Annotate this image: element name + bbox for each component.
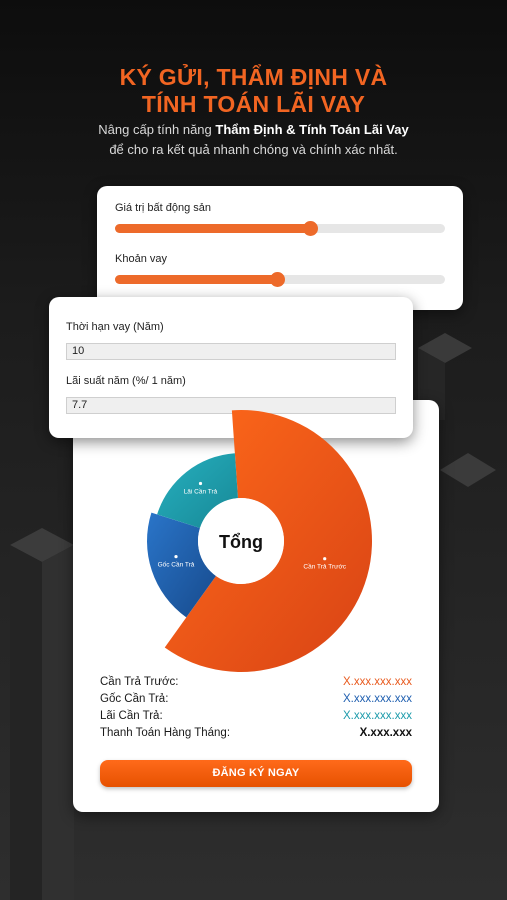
summary-label-down-payment: Cần Trả Trước:: [100, 676, 179, 688]
summary-value-down-payment: X.xxx.xxx.xxx: [342, 676, 412, 688]
slice-label: Lãi Cần Trả: [184, 487, 218, 496]
property-value-slider-fill: [115, 224, 310, 233]
slice-label: Cần Trả Trước: [303, 562, 346, 571]
interest-rate-label: Lãi suất năm (%/ 1 năm): [66, 375, 186, 387]
property-value-slider[interactable]: [115, 221, 445, 236]
subtitle-prefix: Nâng cấp tính năng: [98, 122, 216, 137]
register-now-button[interactable]: ĐĂNG KÝ NGAY: [100, 760, 412, 787]
loan-term-label: Thời hạn vay (Năm): [66, 321, 164, 333]
property-value-label: Giá trị bất động sản: [115, 202, 212, 214]
subtitle-highlight: Thẩm Định & Tính Toán Lãi Vay: [215, 122, 409, 137]
slice-marker-dot: [174, 555, 178, 559]
slice-interest: [157, 453, 239, 528]
sliders-card: Giá trị bất động sản Khoản vay: [97, 186, 463, 310]
loan-amount-slider-thumb[interactable]: [269, 272, 285, 287]
subtitle-line-2: để cho ra kết quả nhanh chóng và chính x…: [109, 142, 398, 157]
slice-down-payment: [164, 410, 373, 672]
summary-value-interest: X.xxx.xxx.xxx: [342, 710, 412, 722]
page-headline: KÝ GỬI, THẨM ĐỊNH VÀ TÍNH TOÁN LÃI VAY: [0, 64, 507, 118]
summary-label-principal: Gốc Cần Trả:: [100, 693, 169, 705]
result-card: Cần Trả Trước: X.xxx.xxx.xxx Gốc Cần Trả…: [73, 400, 439, 812]
headline-line-2: TÍNH TOÁN LÃI VAY: [141, 91, 366, 117]
summary-label-monthly: Thanh Toán Hàng Tháng:: [100, 727, 231, 739]
chart-center-hole: [198, 498, 284, 584]
inputs-card: Thời hạn vay (Năm) 10 Lãi suất năm (%/ 1…: [49, 297, 413, 438]
summary-value-principal: X.xxx.xxx.xxx: [342, 693, 412, 705]
summary-value-monthly: X.xxx.xxx: [359, 727, 412, 739]
slice-marker-dot: [198, 481, 203, 486]
slice-principal: [147, 512, 216, 618]
interest-rate-input[interactable]: 7.7: [66, 397, 396, 414]
chart-center-label: Tổng: [219, 532, 263, 552]
loan-amount-slider-fill: [115, 275, 277, 284]
loan-term-input[interactable]: 10: [66, 343, 396, 360]
slice-marker-dot: [323, 557, 327, 561]
subtitle-line-1: Nâng cấp tính năng Thẩm Định & Tính Toán…: [0, 120, 507, 140]
summary-label-interest: Lãi Cần Trả:: [100, 710, 163, 722]
headline-line-1: KÝ GỬI, THẨM ĐỊNH VÀ: [119, 64, 388, 90]
loan-amount-label: Khoản vay: [115, 253, 167, 265]
property-value-slider-thumb[interactable]: [302, 221, 318, 236]
page-subtitle: Nâng cấp tính năng Thẩm Định & Tính Toán…: [0, 120, 507, 160]
slice-label: Gốc Cần Trả: [158, 560, 195, 569]
loan-amount-slider[interactable]: [115, 272, 445, 287]
